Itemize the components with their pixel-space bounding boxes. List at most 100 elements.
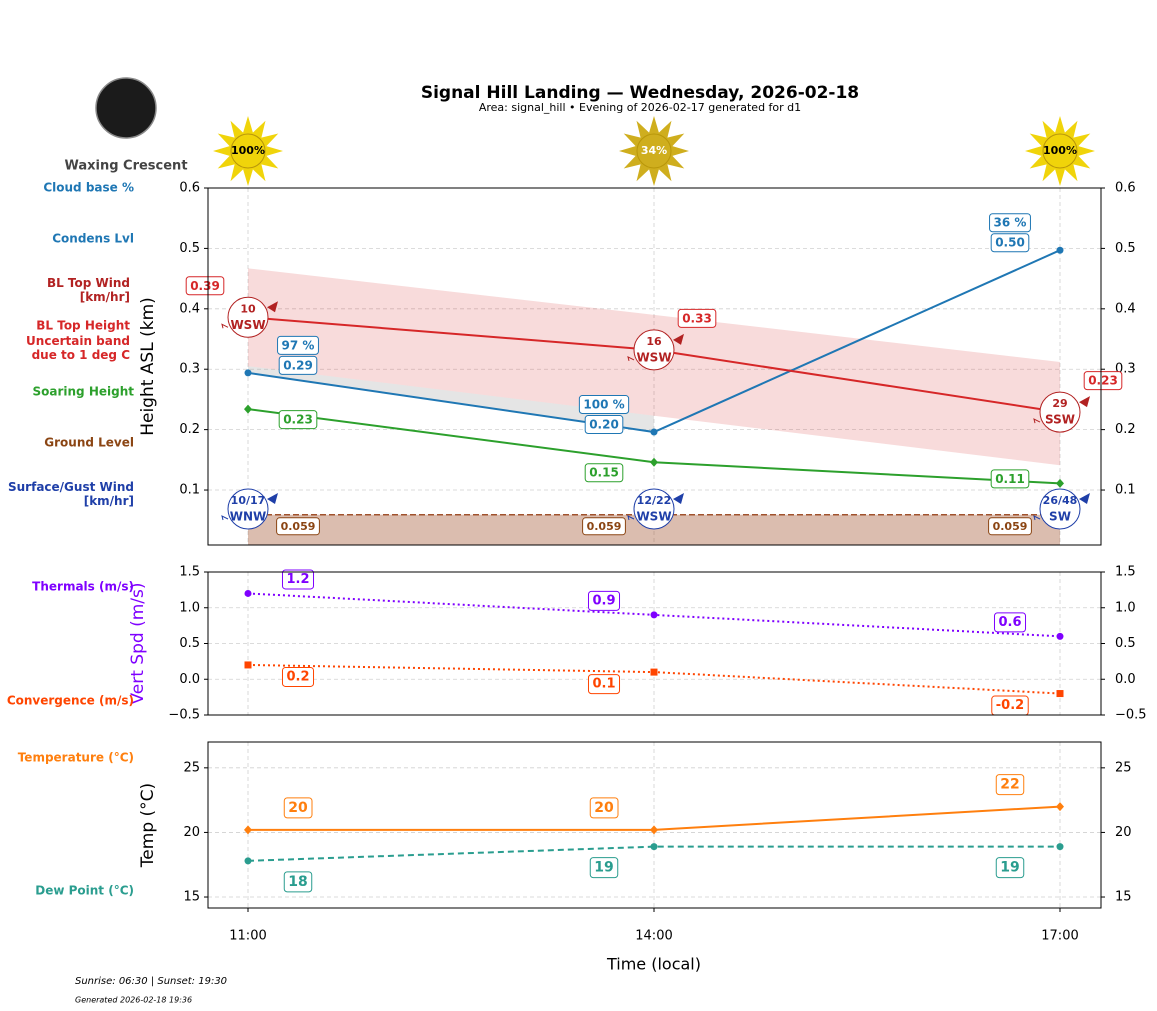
y2-tick-label: 0.4 — [1115, 301, 1136, 316]
wind-circle — [633, 488, 675, 530]
value-label-text: 0.15 — [589, 466, 619, 480]
value-label: 36 % — [989, 213, 1031, 233]
text-line: Surface/Gust Wind — [8, 480, 134, 494]
wind-arrow — [267, 301, 278, 313]
label-box — [990, 469, 1030, 489]
wind-circle — [227, 296, 269, 338]
label-box — [283, 871, 313, 893]
y-tick-label: 0.5 — [179, 636, 200, 651]
y2-tick-label: 1.5 — [1115, 565, 1136, 580]
value-label-text: 0.059 — [587, 520, 622, 533]
value-label-text: 0.1 — [592, 677, 615, 692]
wind-circle — [633, 329, 675, 371]
point — [650, 825, 658, 835]
y2-tick-label: 0.0 — [1115, 672, 1136, 687]
y-tick-label: 0.2 — [179, 422, 200, 437]
label-box — [185, 276, 225, 296]
y-axis-label: Height ASL (km) — [138, 297, 158, 436]
label-box — [281, 666, 315, 687]
value-label-text: 97 % — [282, 338, 315, 352]
legend-label: Dew Point (°C) — [35, 884, 134, 898]
value-label-text: 0.11 — [995, 472, 1025, 486]
y2-tick-label: 15 — [1115, 890, 1132, 905]
legend-label: Uncertain band due to 1 deg C — [26, 334, 130, 362]
value-label-text: 0.29 — [283, 358, 313, 372]
wind-speed: 29 — [1052, 397, 1067, 410]
label-box — [278, 410, 318, 430]
wind-speed: 26/48 — [1043, 494, 1078, 507]
wind-direction: SSW — [1045, 413, 1075, 427]
value-label: 0.059 — [276, 517, 320, 536]
label-box — [1083, 371, 1123, 391]
point — [244, 857, 252, 865]
value-label-text: 100 % — [583, 398, 624, 412]
value-label: 0.23 — [278, 410, 318, 430]
value-label: 0.29 — [278, 355, 318, 375]
value-label-text: 22 — [1000, 777, 1019, 793]
value-label: 0.059 — [582, 517, 626, 536]
value-label-text: 0.059 — [281, 520, 316, 533]
label-box — [281, 569, 315, 590]
wind-arrow — [673, 493, 684, 504]
value-label-text: 0.20 — [589, 418, 619, 432]
label-box — [990, 233, 1030, 253]
legend-label: Condens Lvl — [52, 232, 134, 246]
moon-icon — [95, 77, 157, 139]
wind-circle — [1039, 391, 1081, 433]
legend-label: Convergence (m/s) — [7, 694, 134, 708]
y-tick-label: 0.6 — [179, 181, 200, 196]
legend-label: Soaring Height — [33, 385, 135, 399]
value-label-text: 20 — [594, 800, 614, 816]
wind-barb — [221, 515, 229, 521]
sun-times: Sunrise: 06:30 | Sunset: 19:30 — [75, 976, 227, 987]
value-label: 0.2 — [281, 666, 315, 687]
y2-tick-label: 20 — [1115, 825, 1132, 840]
sun-label: 34% — [641, 144, 667, 157]
y2-tick-label: 0.5 — [1115, 636, 1136, 651]
label-box — [587, 590, 621, 611]
value-label: 20 — [589, 797, 619, 819]
y-tick-label: 0.5 — [179, 241, 200, 256]
legend-label: Thermals (m/s) — [32, 580, 134, 594]
label-box — [677, 308, 717, 328]
wind-barb — [1033, 515, 1041, 521]
value-label: 0.39 — [185, 276, 225, 296]
value-label-text: 0.059 — [993, 520, 1028, 533]
wind-direction: WSW — [636, 510, 671, 524]
plot-frame — [207, 741, 1102, 909]
label-box — [988, 517, 1032, 536]
x-tick-label: 11:00 — [229, 929, 266, 944]
value-label: 0.6 — [993, 612, 1027, 633]
value-label: 22 — [995, 774, 1025, 796]
point — [1056, 802, 1064, 812]
point — [244, 369, 252, 377]
wind-arrow — [267, 493, 278, 504]
text-line: [km/hr] — [80, 289, 130, 303]
wind-barb — [627, 355, 635, 362]
x-tick-label: 14:00 — [635, 929, 672, 944]
text-line: [km/hr] — [84, 493, 134, 507]
wind-arrow — [1079, 396, 1090, 408]
value-label-text: 0.23 — [1088, 374, 1118, 388]
value-label: 0.1 — [587, 674, 621, 695]
text-line: BL Top Wind — [47, 276, 130, 290]
y-axis-label: Vert Spd (m/s) — [128, 582, 148, 704]
point — [1056, 690, 1064, 698]
plot-frame — [207, 571, 1102, 716]
chart-title: Signal Hill Landing — Wednesday, 2026-02… — [421, 83, 859, 103]
y-tick-label: 15 — [183, 890, 200, 905]
text-line: due to 1 deg C — [32, 347, 131, 361]
point — [1056, 478, 1064, 488]
y-tick-label: 0.1 — [179, 483, 200, 498]
legend-label: BL Top Wind [km/hr] — [47, 276, 130, 304]
point — [1056, 632, 1064, 640]
y2-tick-label: 0.5 — [1115, 241, 1136, 256]
y2-tick-label: 0.1 — [1115, 483, 1136, 498]
plot-frame — [207, 187, 1102, 546]
wind-barb — [1033, 418, 1041, 424]
y2-tick-label: 25 — [1115, 760, 1132, 775]
label-box — [276, 517, 320, 536]
point — [244, 661, 252, 669]
sun-label: 100% — [1043, 144, 1077, 157]
